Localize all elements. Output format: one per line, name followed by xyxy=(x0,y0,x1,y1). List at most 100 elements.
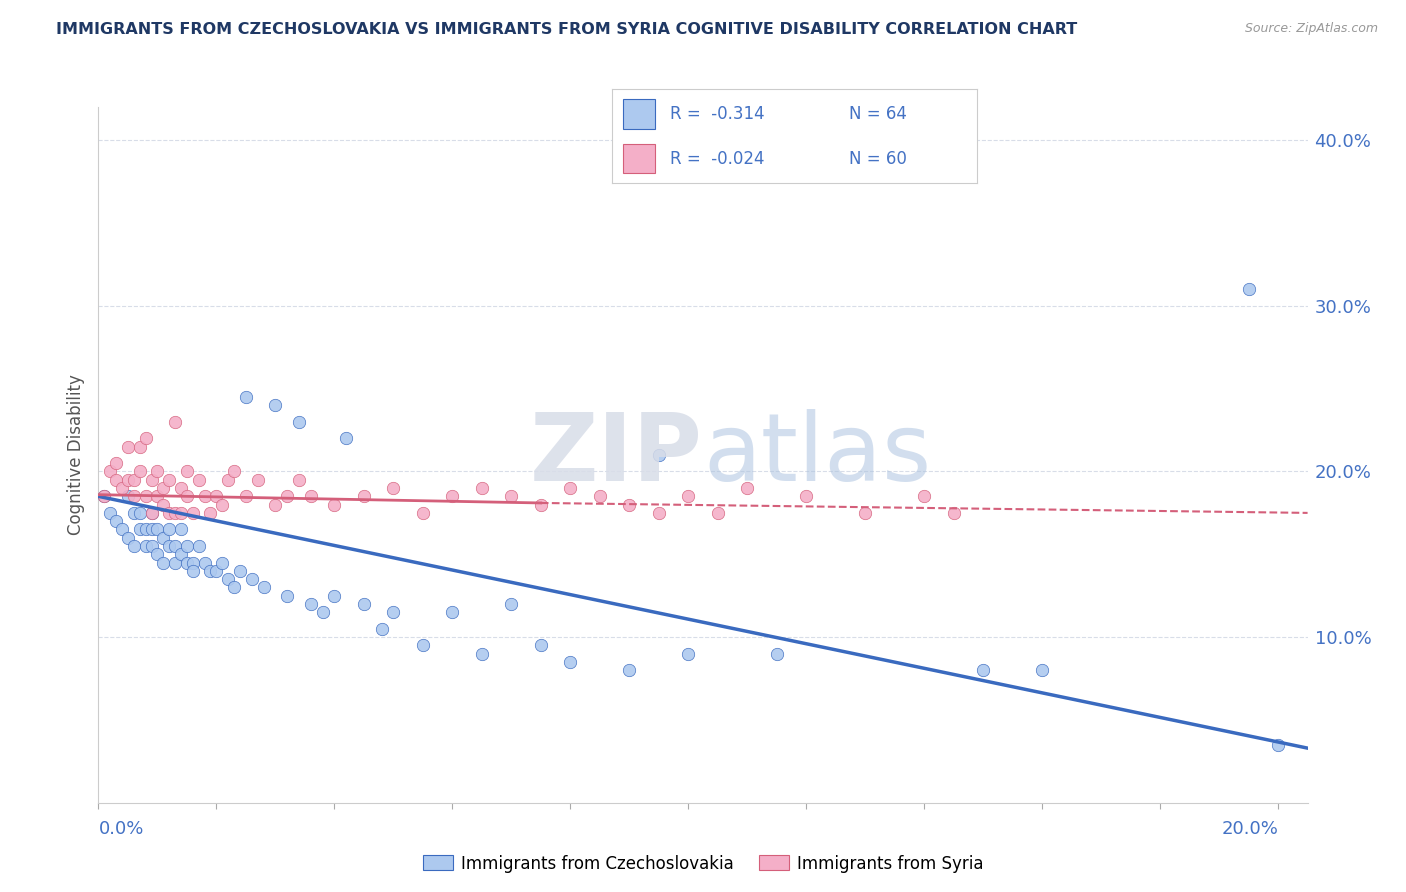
Point xyxy=(706,506,728,520)
Text: atlas: atlas xyxy=(703,409,931,501)
Point xyxy=(1031,663,1053,677)
Text: ZIP: ZIP xyxy=(530,409,703,501)
Point xyxy=(128,523,150,537)
Point xyxy=(176,489,198,503)
Point xyxy=(128,440,150,454)
Point xyxy=(128,465,150,479)
Text: 0.0%: 0.0% xyxy=(98,821,143,838)
Point xyxy=(678,489,700,503)
Point xyxy=(370,622,392,636)
Point xyxy=(252,581,274,595)
Point xyxy=(176,465,198,479)
Point xyxy=(93,489,115,503)
Point xyxy=(353,597,375,611)
Point xyxy=(111,523,134,537)
Text: R =  -0.024: R = -0.024 xyxy=(671,150,765,168)
Point xyxy=(194,489,217,503)
Point xyxy=(323,498,346,512)
Point xyxy=(146,547,169,561)
Point xyxy=(181,506,204,520)
Point xyxy=(560,481,582,495)
Point xyxy=(93,489,115,503)
Text: IMMIGRANTS FROM CZECHOSLOVAKIA VS IMMIGRANTS FROM SYRIA COGNITIVE DISABILITY COR: IMMIGRANTS FROM CZECHOSLOVAKIA VS IMMIGR… xyxy=(56,22,1077,37)
Point xyxy=(122,489,145,503)
Point xyxy=(246,473,269,487)
Point xyxy=(152,556,174,570)
Point xyxy=(135,539,157,553)
Point xyxy=(170,481,193,495)
Point xyxy=(98,506,121,520)
Point xyxy=(152,498,174,512)
Point xyxy=(128,506,150,520)
Point xyxy=(181,556,204,570)
Point xyxy=(222,465,245,479)
Point xyxy=(678,647,700,661)
Point xyxy=(972,663,994,677)
Point xyxy=(235,489,257,503)
Point xyxy=(141,506,163,520)
Point xyxy=(152,531,174,545)
Point xyxy=(276,589,298,603)
Point xyxy=(471,647,494,661)
Point xyxy=(157,473,180,487)
Point xyxy=(382,605,405,619)
Text: N = 60: N = 60 xyxy=(849,150,907,168)
Point xyxy=(471,481,494,495)
Point xyxy=(98,465,121,479)
Point xyxy=(942,506,965,520)
Text: N = 64: N = 64 xyxy=(849,104,907,122)
Point xyxy=(146,523,169,537)
Point xyxy=(619,498,641,512)
Point xyxy=(353,489,375,503)
Point xyxy=(122,539,145,553)
Point xyxy=(765,647,787,661)
Point xyxy=(205,489,228,503)
Point xyxy=(176,556,198,570)
Point xyxy=(501,597,523,611)
Point xyxy=(412,639,434,653)
Point xyxy=(264,398,287,412)
Point xyxy=(122,506,145,520)
Point xyxy=(117,489,139,503)
Point xyxy=(530,498,553,512)
Point xyxy=(264,498,287,512)
Point xyxy=(229,564,252,578)
Point xyxy=(299,597,322,611)
Point xyxy=(311,605,333,619)
Point xyxy=(105,473,128,487)
Point xyxy=(157,539,180,553)
Point xyxy=(105,514,128,528)
Y-axis label: Cognitive Disability: Cognitive Disability xyxy=(67,375,86,535)
Point xyxy=(105,456,128,470)
Point xyxy=(170,547,193,561)
Point xyxy=(441,605,464,619)
Point xyxy=(170,523,193,537)
Point xyxy=(165,506,187,520)
Point xyxy=(288,415,311,429)
Point xyxy=(165,415,187,429)
FancyBboxPatch shape xyxy=(623,98,655,128)
Point xyxy=(1267,738,1289,752)
Point xyxy=(157,523,180,537)
Point xyxy=(211,498,233,512)
Point xyxy=(235,390,257,404)
Point xyxy=(117,473,139,487)
Point xyxy=(205,564,228,578)
Point xyxy=(117,531,139,545)
Point xyxy=(135,431,157,445)
Point xyxy=(170,506,193,520)
Point xyxy=(530,639,553,653)
Point xyxy=(181,564,204,578)
FancyBboxPatch shape xyxy=(623,144,655,173)
Point xyxy=(323,589,346,603)
Point xyxy=(222,581,245,595)
Point xyxy=(176,539,198,553)
Point xyxy=(135,523,157,537)
Point xyxy=(217,473,239,487)
Point xyxy=(111,481,134,495)
Point xyxy=(141,523,163,537)
Point xyxy=(200,506,222,520)
Point xyxy=(441,489,464,503)
Point xyxy=(146,465,169,479)
Point xyxy=(141,539,163,553)
